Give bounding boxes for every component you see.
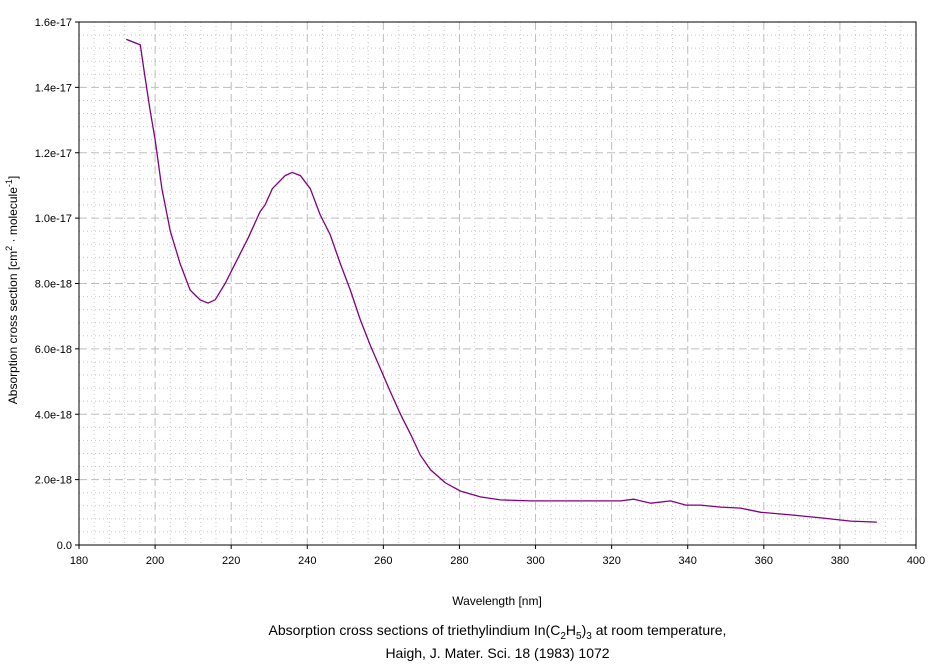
y-tick-label: 8.0e-18 [35, 279, 72, 291]
x-tick-label: 320 [602, 555, 620, 567]
y-tick-label: 2.0e-18 [35, 475, 72, 487]
caption-line-1: Absorption cross sections of triethylind… [268, 622, 727, 642]
x-tick-label: 260 [374, 555, 392, 567]
y-axis-label: Absorption cross section [cm2 · molecule… [4, 176, 20, 404]
y-tick-label: 1.4e-17 [35, 82, 72, 94]
x-tick-label: 180 [70, 555, 88, 567]
x-tick-label: 280 [450, 555, 468, 567]
y-tick-label: 6.0e-18 [35, 344, 72, 356]
y-tick-label: 4.0e-18 [35, 409, 72, 421]
caption-line-2: Haigh, J. Mater. Sci. 18 (1983) 1072 [385, 645, 610, 661]
y-tick-label: 1.0e-17 [35, 213, 72, 225]
x-tick-label: 340 [679, 555, 697, 567]
grid [79, 22, 916, 545]
series-line [125, 38, 877, 523]
x-tick-label: 360 [755, 555, 773, 567]
x-tick-label: 220 [222, 555, 240, 567]
x-axis-label: Wavelength [nm] [452, 594, 542, 608]
x-tick-label: 300 [526, 555, 544, 567]
x-tick-label: 400 [907, 555, 925, 567]
x-tick-label: 200 [146, 555, 164, 567]
y-tick-label: 0.0 [57, 540, 72, 552]
y-tick-label: 1.6e-17 [35, 17, 72, 29]
y-tick-label: 1.2e-17 [35, 148, 72, 160]
x-tick-label: 240 [298, 555, 316, 567]
x-tick-label: 380 [831, 555, 849, 567]
ticks: 180 200 220 240 260 280 300 320 340 360 380 400 0.0 2… [35, 17, 925, 567]
